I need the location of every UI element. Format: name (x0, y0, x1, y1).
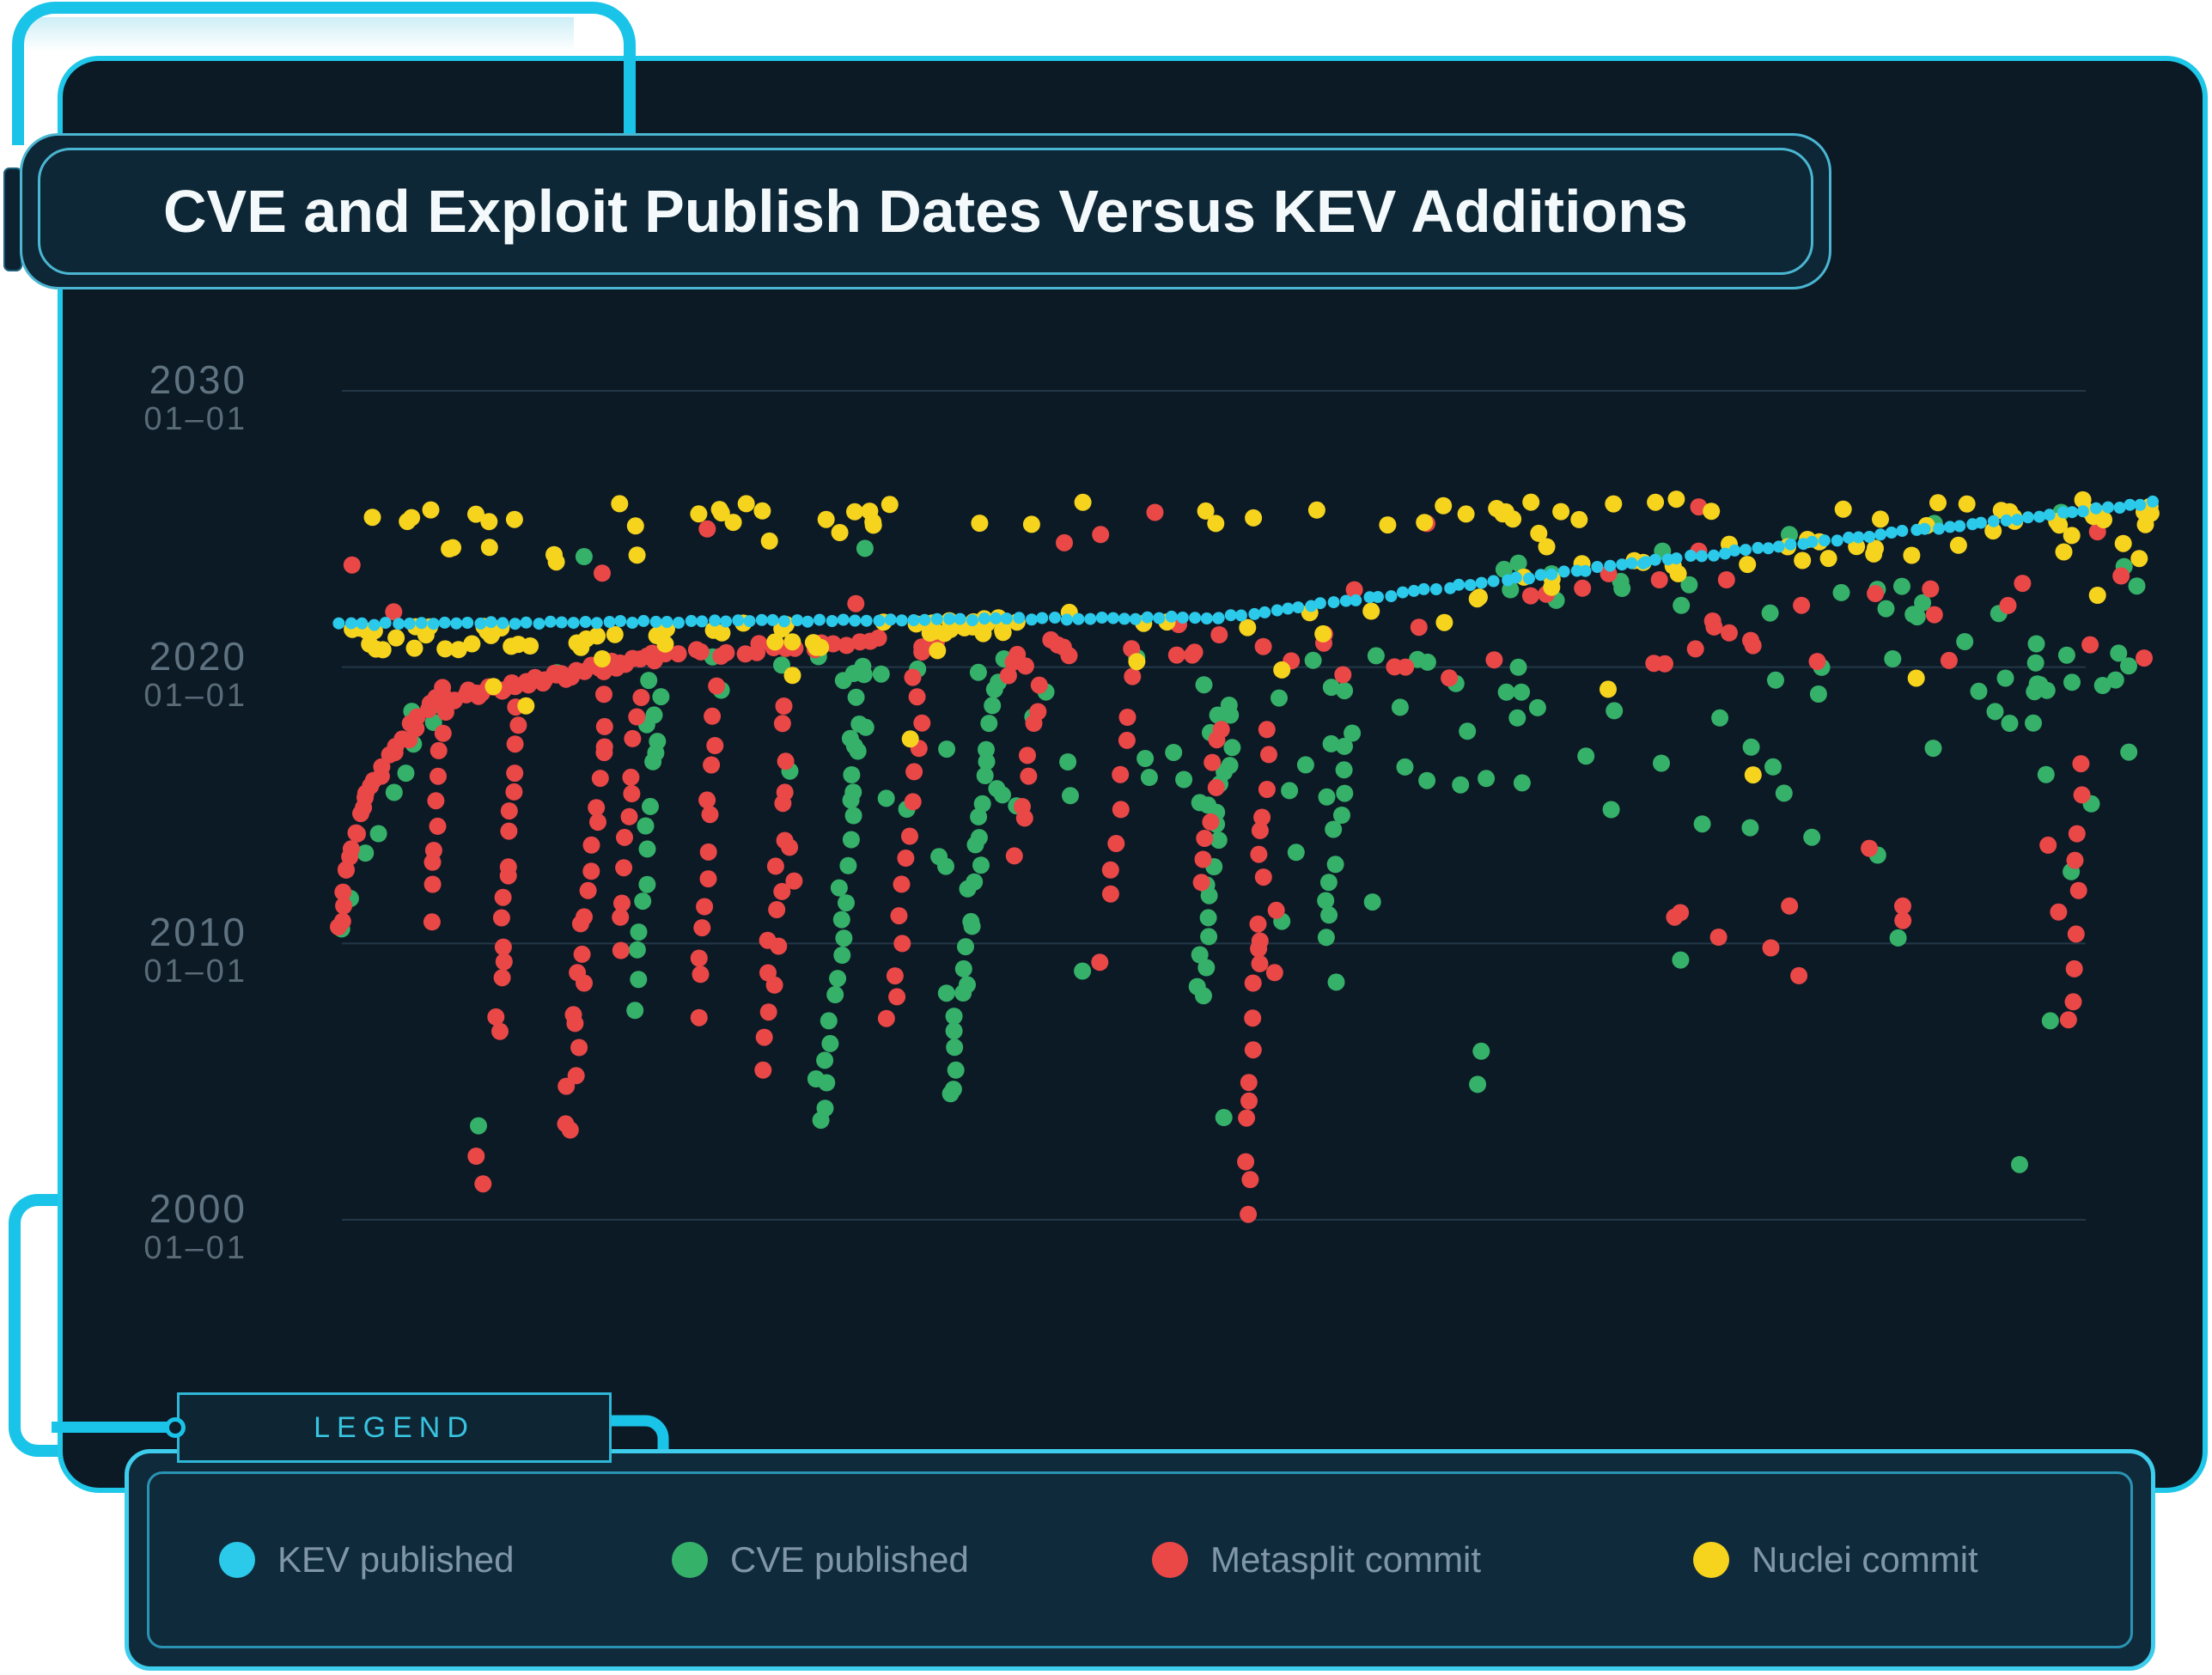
metasplit-commit-dot-icon (1152, 1542, 1188, 1578)
tick-year: 2000 (149, 1186, 247, 1231)
legend-label: CVE published (730, 1539, 969, 1580)
legend-item-kev-published: KEV published (219, 1539, 515, 1580)
title-bar: CVE and Exploit Publish Dates Versus KEV… (20, 133, 1831, 289)
legend-item-cve-published: CVE published (672, 1539, 969, 1580)
kev-published-dot-icon (219, 1542, 255, 1578)
chart-card (58, 56, 2208, 1493)
frame-highlight-strip (24, 17, 574, 55)
y-axis-tick-2000: 2000 01–01 (58, 1188, 247, 1267)
cve-published-dot-icon (672, 1542, 708, 1578)
legend-panel-inner-border (147, 1471, 2133, 1648)
legend-label: KEV published (277, 1539, 515, 1580)
tick-monthday: 01–01 (143, 401, 247, 437)
title-bar-inner: CVE and Exploit Publish Dates Versus KEV… (38, 148, 1813, 275)
y-axis-tick-2020: 2020 01–01 (58, 636, 247, 715)
legend-label: Metasplit commit (1210, 1539, 1482, 1580)
tick-monthday: 01–01 (143, 1230, 247, 1266)
legend-connector-line (52, 1422, 168, 1433)
legend-connector-node (165, 1417, 186, 1438)
legend-label: Nuclei commit (1752, 1539, 1978, 1580)
y-axis-tick-2010: 2010 01–01 (58, 911, 247, 990)
nuclei-commit-dot-icon (1693, 1542, 1729, 1578)
legend-tab-label: LEGEND (314, 1410, 475, 1444)
legend-connector-elbow (611, 1415, 669, 1460)
tick-monthday: 01–01 (143, 678, 247, 714)
tick-year: 2010 (149, 910, 247, 954)
legend-panel (125, 1449, 2155, 1671)
legend-item-nuclei-commit: Nuclei commit (1693, 1539, 1978, 1580)
tick-year: 2020 (149, 634, 247, 679)
tick-year: 2030 (149, 357, 247, 402)
legend-tab: LEGEND (177, 1392, 612, 1463)
tick-monthday: 01–01 (143, 953, 247, 990)
page-title: CVE and Exploit Publish Dates Versus KEV… (163, 178, 1688, 245)
legend-item-metasplit-commit: Metasplit commit (1152, 1539, 1482, 1580)
y-axis-tick-2030: 2030 01–01 (58, 359, 247, 438)
